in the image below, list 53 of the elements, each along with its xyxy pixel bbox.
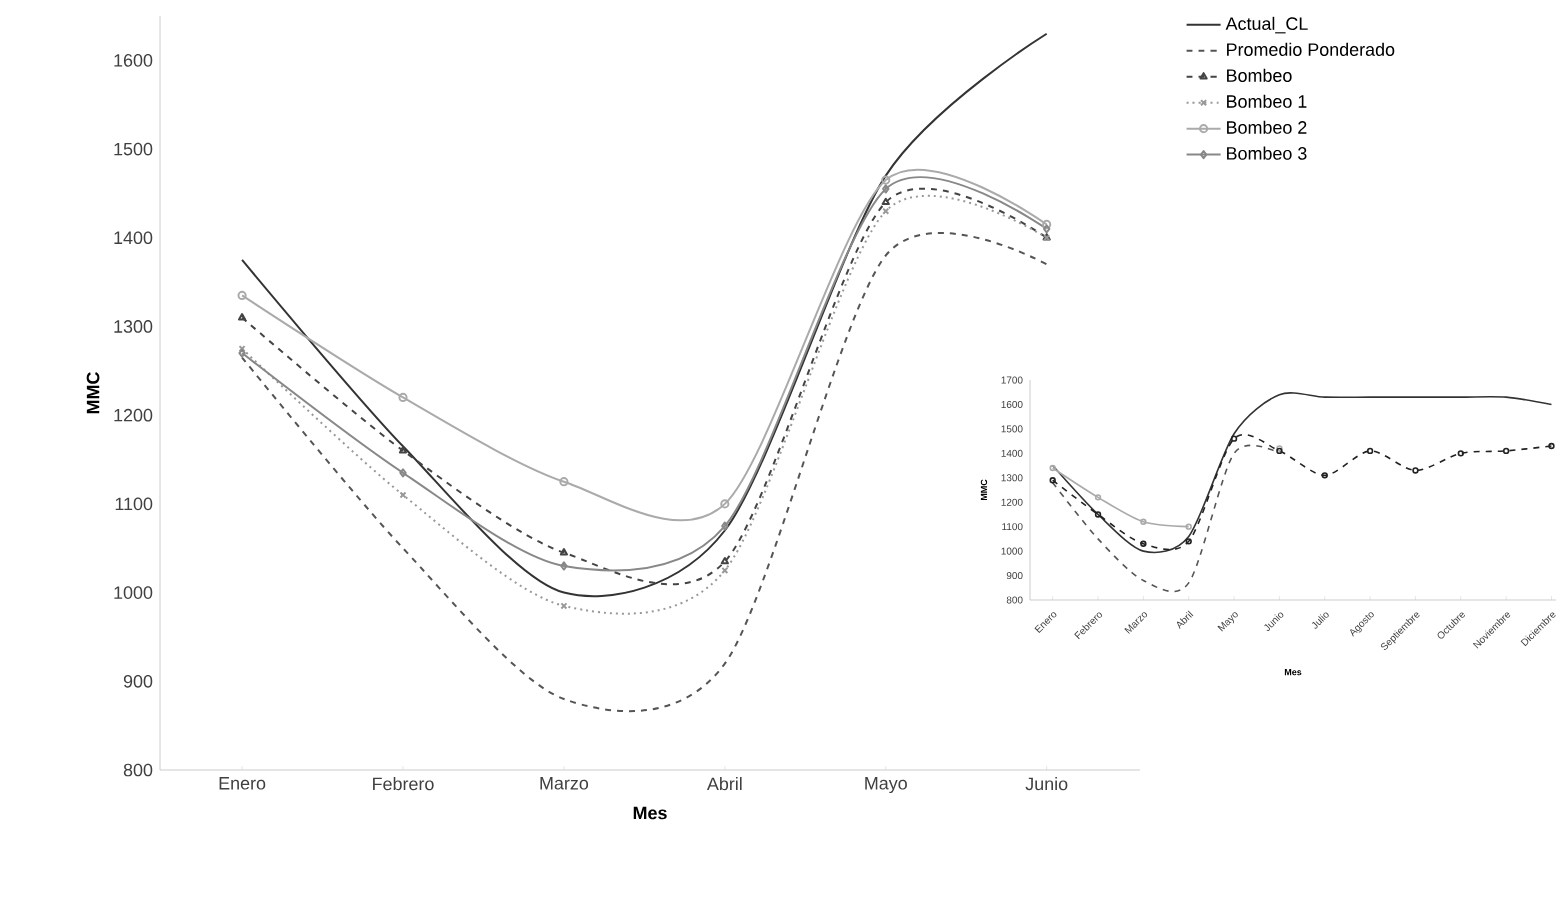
- x-tick-label: Marzo: [540, 777, 589, 790]
- point: [560, 602, 568, 610]
- point: [399, 468, 407, 478]
- point: [1094, 511, 1102, 518]
- point: [1094, 494, 1102, 501]
- point: [882, 184, 890, 194]
- point: [1321, 472, 1328, 479]
- point: [1502, 447, 1510, 455]
- x-tick-label: Febrero: [373, 777, 434, 791]
- y-tick-label: 1000: [114, 586, 153, 599]
- point: [1140, 540, 1147, 547]
- y-tick-label: 1400: [114, 231, 153, 245]
- legend-label: Promedio Ponderado: [1227, 42, 1395, 56]
- y-tick-label: 800: [123, 763, 153, 777]
- legend-label: Bombeo: [1227, 68, 1292, 82]
- point: [399, 491, 407, 499]
- point: [1412, 467, 1419, 474]
- x-tick-label: Mayo: [865, 777, 907, 794]
- point: [559, 548, 569, 556]
- point: [721, 521, 729, 531]
- x-tick-label: Enero: [219, 777, 266, 790]
- legend-label: Bombeo 1: [1227, 94, 1307, 108]
- point: [1049, 477, 1056, 484]
- point: [559, 477, 569, 487]
- point: [1457, 450, 1464, 457]
- point: [720, 556, 729, 565]
- point: [1140, 518, 1147, 525]
- point: [1230, 435, 1238, 442]
- point: [398, 392, 408, 403]
- y-tick-label: 1200: [114, 408, 153, 422]
- point: [882, 207, 890, 215]
- y-tick-label: 1500: [114, 142, 153, 156]
- legend-label: Bombeo 3: [1227, 146, 1307, 160]
- point: [1185, 538, 1192, 545]
- point: [720, 499, 730, 509]
- y-tick-label: 1600: [114, 53, 153, 67]
- y-tick-label: 1300: [114, 320, 153, 333]
- y-axis-title: MMC: [86, 372, 100, 414]
- y-tick-label: 1100: [115, 497, 153, 511]
- x-tick-label: Junio: [1025, 777, 1068, 791]
- legend-label: Bombeo 2: [1227, 120, 1307, 134]
- x-tick-label: Abril: [706, 777, 742, 791]
- point: [1548, 442, 1555, 450]
- point: [237, 313, 247, 321]
- x-axis-title: Mes: [633, 806, 667, 820]
- line-series: [1051, 392, 1553, 554]
- point: [560, 561, 568, 571]
- point: [881, 175, 891, 185]
- y-tick-label: 900: [123, 674, 153, 688]
- legend-label: Actual_CL: [1225, 16, 1308, 34]
- point: [398, 446, 408, 454]
- point: [881, 197, 890, 206]
- point: [1366, 447, 1374, 455]
